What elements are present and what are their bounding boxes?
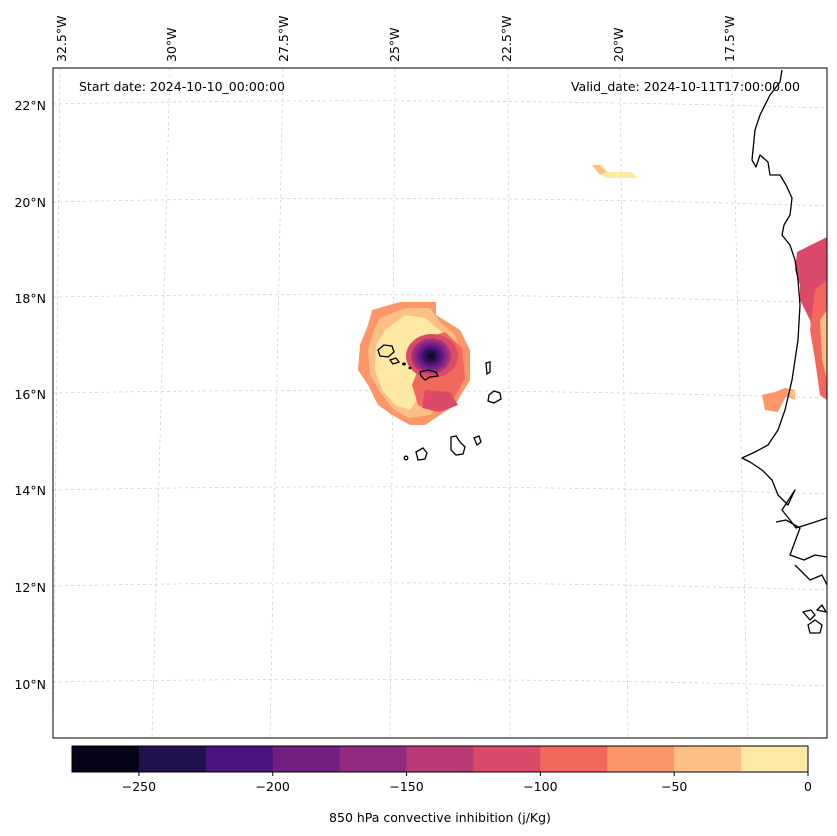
lon-label: 22.5°W xyxy=(499,16,514,62)
gridlines xyxy=(53,68,827,738)
map-frame xyxy=(52,67,828,739)
colorbar-segment xyxy=(138,746,207,772)
colorbar-tick-label: −250 xyxy=(122,779,156,794)
map-area[interactable]: Start date: 2024-10-10_00:00:00 Valid_da… xyxy=(53,68,827,738)
colorbar-tick-label: −200 xyxy=(256,779,290,794)
colorbar-tick-label: −50 xyxy=(661,779,687,794)
cin-cluster xyxy=(358,165,638,425)
lat-label: 14°N xyxy=(14,483,46,498)
lon-label: 30°W xyxy=(164,27,179,62)
lat-label: 18°N xyxy=(14,291,46,306)
colorbar-tick-label: −100 xyxy=(523,779,557,794)
lon-label: 32.5°W xyxy=(54,16,69,62)
colorbar-segment xyxy=(72,746,140,772)
lon-label: 27.5°W xyxy=(276,16,291,62)
coast-cin-patches xyxy=(762,237,827,412)
colorbar-segment xyxy=(339,746,408,772)
colorbar-segment xyxy=(607,746,675,772)
lat-labels: 22°N 20°N 18°N 16°N 14°N 12°N 10°N xyxy=(14,98,46,692)
lat-label: 22°N xyxy=(14,98,46,113)
colorbar-segment xyxy=(272,746,341,772)
colorbar-segment xyxy=(540,746,608,772)
lon-labels: 32.5°W 30°W 27.5°W 25°W 22.5°W 20°W 17.5… xyxy=(54,16,737,62)
lat-label: 16°N xyxy=(14,387,46,402)
start-date-label: Start date: 2024-10-10_00:00:00 xyxy=(79,79,285,94)
lon-label: 25°W xyxy=(387,27,402,62)
colorbar-segment xyxy=(406,746,474,772)
coastline xyxy=(741,69,827,634)
colorbar-tick-label: 0 xyxy=(804,779,812,794)
lat-label: 20°N xyxy=(14,195,46,210)
lon-label: 20°W xyxy=(611,27,626,62)
colorbar-segment xyxy=(473,746,541,772)
lat-label: 10°N xyxy=(14,677,46,692)
lon-label: 17.5°W xyxy=(722,16,737,62)
colorbar: −250 −200 −150 −100 −50 0 xyxy=(71,745,812,794)
colorbar-segment xyxy=(674,746,742,772)
valid-date-label: Valid_date: 2024-10-11T17:00:00.00 xyxy=(571,79,800,94)
lat-label: 12°N xyxy=(14,580,46,595)
colorbar-tick-label: −150 xyxy=(389,779,423,794)
colorbar-segment xyxy=(741,746,809,772)
colorbar-segment xyxy=(205,746,274,772)
cape-verde-islands xyxy=(377,344,502,461)
colorbar-label: 850 hPa convective inhibition (j/Kg) xyxy=(329,810,551,825)
colorbar-frame xyxy=(71,745,809,773)
